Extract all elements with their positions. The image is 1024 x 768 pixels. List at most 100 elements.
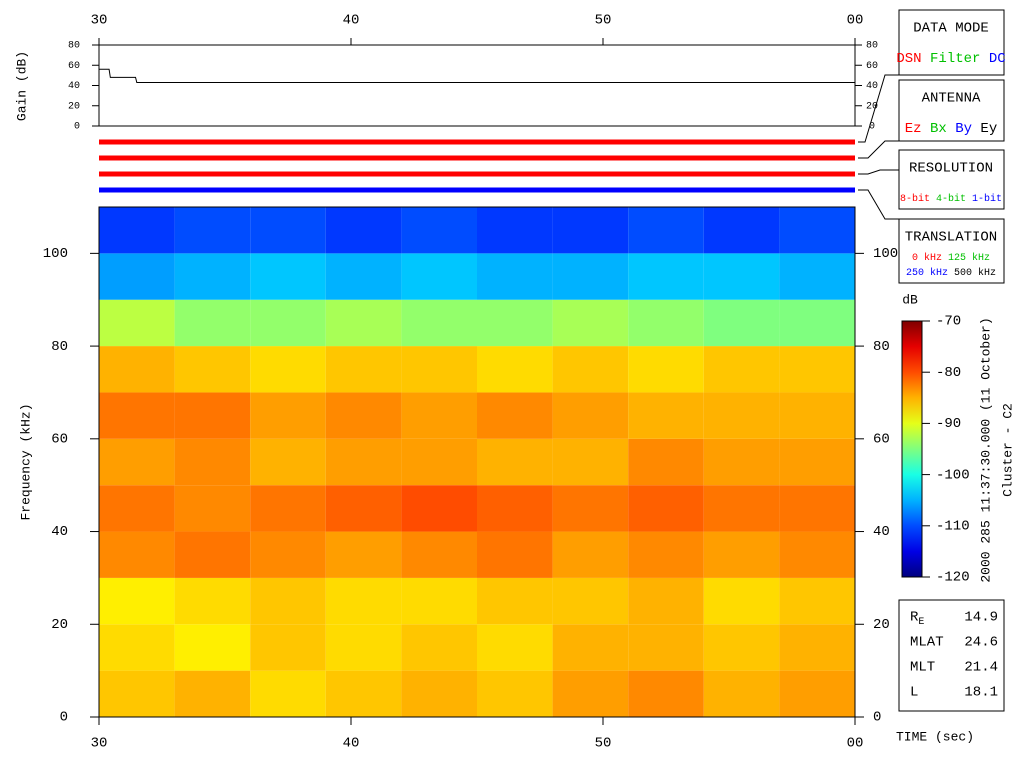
heatmap-cell [401,299,477,347]
heatmap-cell [174,531,251,578]
heatmap-cell [779,253,855,300]
heatmap-cell [552,531,629,578]
spacecraft: Cluster - C2 [1000,403,1015,497]
heatmap-cell [779,438,855,486]
heatmap-cell [703,346,780,393]
heatmap-cell [250,531,326,578]
panel-options: 8-bit 4-bit 1-bit [900,193,1002,205]
panel-box [898,9,1005,76]
spectrogram-frame [98,206,856,718]
heatmap-cell [628,670,704,717]
heatmap-cell [250,670,326,717]
colorbar [901,320,923,578]
heatmap-cell [250,253,326,300]
panel-option: 125 kHz [948,252,990,264]
heatmap-cell [552,207,629,254]
heatmap-cell [477,438,553,486]
heatmap-cell [174,438,251,486]
heatmap-cell [779,577,855,625]
connectors [858,74,899,220]
heatmap-cell [552,624,629,671]
heatmap-cell [628,624,704,671]
heatmap-cell [477,485,553,532]
heatmap-cell [174,485,251,532]
heatmap-cell [174,253,251,300]
heatmap-cell [401,531,477,578]
heatmap-cell [250,624,326,671]
colorbar-label: dB [902,292,918,307]
heatmap-cell [174,392,251,439]
x-tick-label: 30 [91,13,108,29]
y-tick-label: 80 [866,41,878,52]
heatmap-cell [552,670,629,717]
heatmap-cell [325,392,402,439]
colorbar-tick-label: -90 [936,416,961,432]
position-label: RE [910,610,924,628]
panel-options: 250 kHz 500 kHz [906,267,996,279]
panel-options: DSN Filter DC [896,51,1005,67]
x-axis-label: TIME (sec) [896,729,974,744]
heatmap-cell [703,392,780,439]
heatmap-cell [99,207,175,254]
heatmap-cell [250,438,326,486]
panel-option: Bx [930,121,947,137]
heatmap-cell [99,485,175,532]
y-tick-label: 100 [43,246,68,262]
heatmap-cell [325,624,402,671]
y-tick-label: 0 [74,122,80,133]
panel-option: 500 kHz [954,267,996,279]
gain-frame [98,44,856,127]
position-value: 21.4 [964,660,998,676]
y-tick-label: 60 [866,61,878,72]
heatmap-cell [325,253,402,300]
heatmap-cell [325,670,402,717]
heatmap-cell [703,624,780,671]
heatmap-cell [552,392,629,439]
y-axis-label: Gain (dB) [14,51,29,121]
panel-option: DC [989,51,1006,67]
heatmap-cell [628,485,704,532]
heatmap-cell [174,299,251,347]
position-box [898,599,1005,712]
heatmap-cell [99,438,175,486]
heatmap-cell [250,577,326,625]
panel-option: DSN [896,51,921,67]
y-tick-label: 40 [866,81,878,92]
heatmap-cell [250,346,326,393]
y-tick-label: 0 [873,710,881,726]
heatmap-cell [99,253,175,300]
panel-option: 4-bit [936,193,966,205]
colorbar-tick-label: -100 [936,467,970,483]
x-tick-label: 30 [91,736,108,752]
heatmap-cell [477,577,553,625]
position-value: 24.6 [964,635,998,651]
heatmap-cell [477,392,553,439]
heatmap-cell [401,577,477,625]
heatmap-cell [779,346,855,393]
y-tick-label: 80 [51,339,68,355]
y-tick-label: 0 [60,710,68,726]
heatmap-cell [628,299,704,347]
heatmap-cell [99,299,175,347]
position-label: MLT [910,660,935,676]
y-tick-label: 40 [51,524,68,540]
caption: 2000 285 11:37:30.000 (11 October) [978,317,993,582]
position-label: MLAT [910,635,944,651]
heatmap-cell [703,670,780,717]
heatmap-cell [325,531,402,578]
heatmap-cell [477,531,553,578]
heatmap-cell [401,670,477,717]
colorbar-tick-label: -110 [936,519,970,535]
x-tick-label: 40 [343,736,360,752]
position-value: 14.9 [964,610,998,626]
y-tick-label: 100 [873,246,898,262]
heatmap-cell [628,253,704,300]
panel-option: Filter [930,51,980,67]
gain-line [99,68,855,83]
heatmap-cell [628,577,704,625]
y-tick-label: 40 [68,81,80,92]
heatmap-cell [401,392,477,439]
colorbar-tick-label: -70 [936,314,961,330]
heatmap-cell [552,485,629,532]
